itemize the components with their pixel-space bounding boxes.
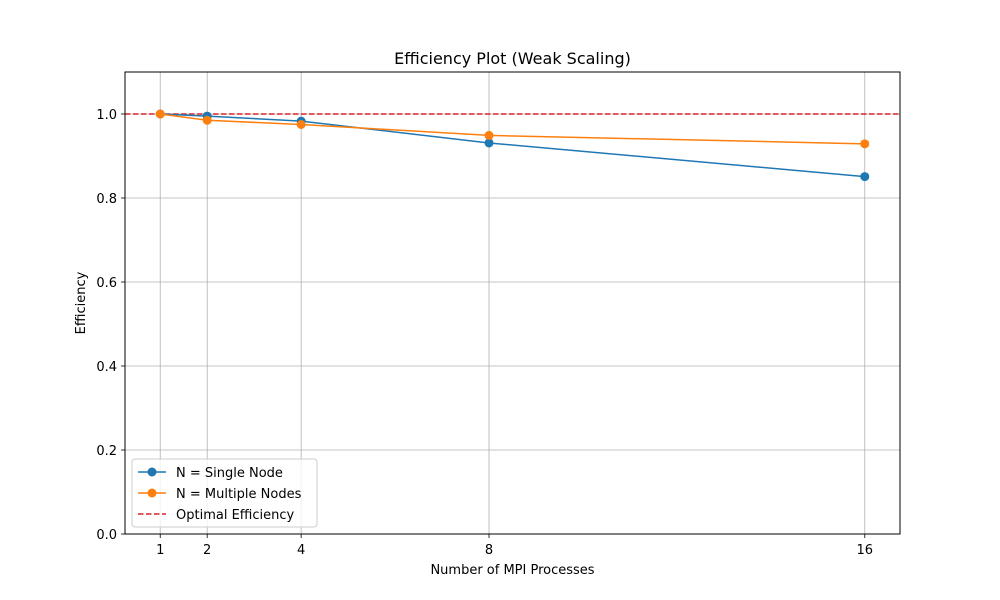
y-tick-label: 0.6 <box>96 276 117 291</box>
data-point-n-multiple-nodes <box>155 109 165 119</box>
plot-background <box>125 72 900 534</box>
chart-title: Efficiency Plot (Weak Scaling) <box>394 49 631 68</box>
legend-box <box>131 458 318 528</box>
y-tick-label: 0.8 <box>96 192 117 207</box>
legend-label-multiple-nodes: N = Multiple Nodes <box>176 487 302 502</box>
x-tick-label: 16 <box>856 543 873 558</box>
legend-marker-multiple-nodes <box>147 488 157 498</box>
x-tick-label: 8 <box>485 543 493 558</box>
y-tick-label: 1.0 <box>96 108 117 123</box>
data-point-n-multiple-nodes <box>860 139 870 149</box>
series-layer <box>155 109 870 182</box>
tick-layer: 1 2 4 8 16 0.0 0.2 0.4 0.6 0.8 1.0 <box>96 108 873 558</box>
y-axis-label: Efficiency <box>74 271 89 334</box>
legend-label-single-node: N = Single Node <box>176 466 283 481</box>
x-tick-label: 2 <box>203 543 211 558</box>
data-point-n-multiple-nodes <box>202 115 212 125</box>
y-tick-label: 0.2 <box>96 444 117 459</box>
data-point-n-single-node <box>860 172 870 182</box>
x-axis-label: Number of MPI Processes <box>430 563 594 578</box>
legend-label-optimal-efficiency: Optimal Efficiency <box>176 508 294 523</box>
plot-frame <box>124 71 901 535</box>
legend-marker-single-node <box>147 467 157 477</box>
data-point-n-multiple-nodes <box>484 130 494 140</box>
data-point-n-single-node <box>484 138 494 148</box>
x-tick-label: 4 <box>297 543 305 558</box>
y-tick-label: 0.4 <box>96 360 117 375</box>
x-tick-label: 1 <box>156 543 164 558</box>
legend: N = Single Node N = Multiple Nodes Optim… <box>131 458 318 528</box>
data-point-n-multiple-nodes <box>296 120 306 129</box>
y-tick-label: 0.0 <box>96 528 117 543</box>
